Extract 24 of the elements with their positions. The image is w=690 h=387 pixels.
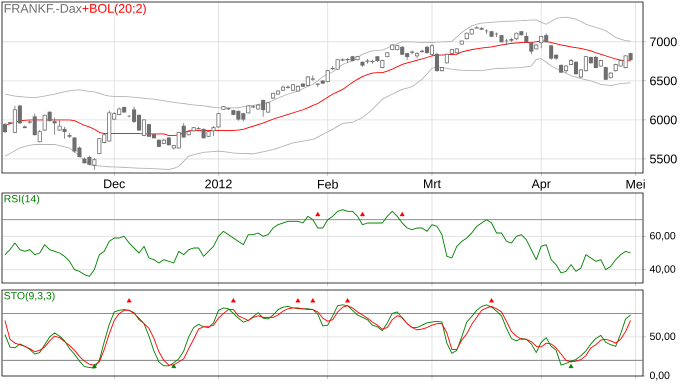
x-tick-label: Mei (626, 180, 645, 189)
chart-title: RSI(14) (4, 194, 40, 204)
y-tick-label: 60,00 (650, 232, 676, 241)
candlestick (67, 132, 72, 138)
candlestick (2, 122, 8, 134)
y-tick-label: 40,00 (650, 265, 676, 274)
y-tick-label: 0,00 (650, 372, 670, 380)
chart-title: FRANKF.-Dax (4, 4, 82, 13)
x-tick-label: Feb (318, 180, 338, 189)
x-tick-label: Apr (532, 180, 551, 191)
y-tick-label: 50,00 (650, 332, 676, 342)
candlestick (216, 112, 221, 128)
candlestick (211, 126, 216, 137)
candlestick (52, 117, 57, 136)
candlestick (524, 32, 528, 43)
x-tick-label: 2012 (205, 180, 232, 188)
y-tick-label: 6500 (650, 76, 677, 86)
y-tick-label: 7000 (650, 37, 677, 46)
chart-title: STO(9,3,3) (4, 292, 55, 302)
y-tick-label: 6000 (650, 116, 677, 124)
x-tick-label: Mrt (424, 180, 441, 188)
x-tick-label: Dec (104, 180, 125, 188)
y-tick-label: 5500 (650, 154, 677, 164)
text: +BOL(20;2) (82, 4, 146, 16)
